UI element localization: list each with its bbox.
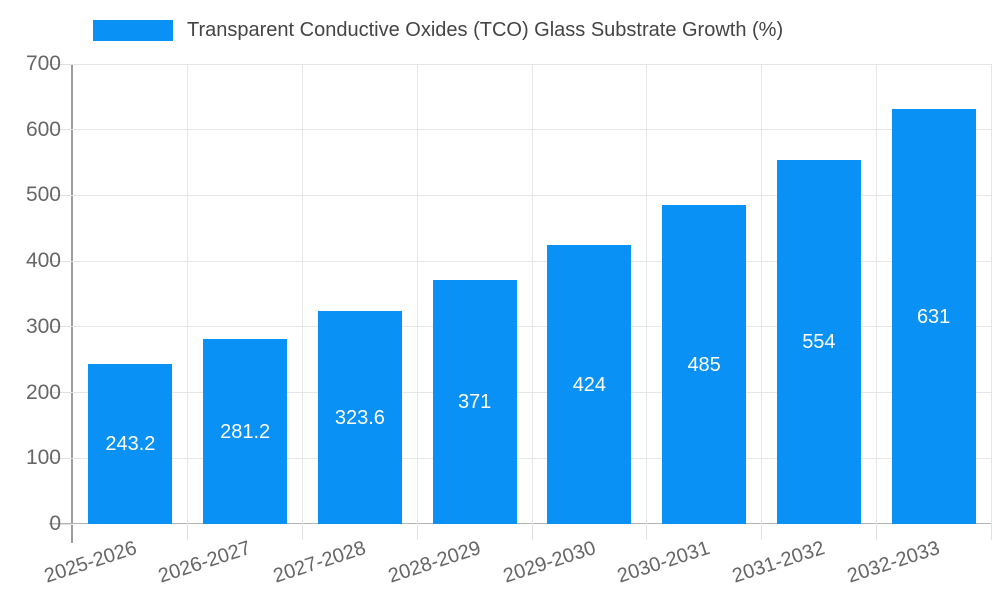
y-axis-tick-400 — [49, 260, 73, 262]
bar-2026-2027[interactable] — [203, 339, 288, 524]
x-axis-tick-6 — [761, 524, 762, 540]
bar-value-label-2031-2032: 554 — [802, 330, 836, 353]
x-axis-line — [49, 523, 991, 524]
bar-2032-2033[interactable] — [891, 109, 976, 524]
x-axis-label-2026-2027: 2026-2027 — [156, 537, 254, 588]
y-axis-label-100: 100 — [25, 446, 61, 470]
y-axis-tick-700 — [49, 63, 73, 65]
x-axis-tick-4 — [531, 524, 533, 540]
y-axis-tick-200 — [49, 392, 73, 394]
y-axis-label-300: 300 — [25, 314, 61, 338]
y-axis-tick-600 — [49, 129, 73, 131]
x-axis-label-2032-2033: 2032-2033 — [844, 537, 943, 588]
x-axis-tick-3 — [416, 524, 418, 540]
y-axis-tick-300 — [49, 326, 73, 328]
gridline-v-3 — [416, 64, 418, 524]
x-axis-label-2031-2032: 2031-2032 — [729, 537, 828, 588]
bar-2030-2031[interactable] — [662, 205, 747, 524]
x-axis-label-2028-2029: 2028-2029 — [385, 537, 484, 588]
x-axis-tick-1 — [187, 524, 189, 540]
x-axis-label-2029-2030: 2029-2030 — [500, 537, 599, 588]
gridline-v-6 — [761, 64, 762, 524]
gridline-v-2 — [302, 64, 303, 524]
plot-area: 243.2 281.2 323.6 371 424 485 554 631 — [73, 63, 992, 524]
gridline-v-8 — [990, 64, 992, 524]
y-axis-label-0: 0 — [49, 512, 61, 535]
y-axis-line — [71, 64, 73, 543]
y-axis-label-700: 700 — [25, 52, 61, 75]
bar-2029-2030[interactable] — [547, 245, 632, 524]
bar-value-label-2032-2033: 631 — [916, 305, 951, 328]
y-axis-label-500: 500 — [25, 183, 61, 207]
gridline-v-1 — [187, 64, 189, 524]
legend-swatch — [93, 19, 173, 41]
x-axis-label-2025-2026: 2025-2026 — [41, 537, 140, 588]
bar-value-label-2027-2028: 323.6 — [334, 406, 385, 429]
y-axis-tick-0 — [49, 523, 73, 525]
bar-value-label-2025-2026: 243.2 — [105, 433, 156, 456]
x-axis-tick-8 — [990, 524, 992, 540]
bar-2025-2026[interactable] — [88, 364, 173, 524]
y-axis-label-400: 400 — [25, 249, 61, 273]
x-axis-tick-2 — [302, 524, 303, 540]
x-axis-tick-5 — [646, 524, 648, 540]
legend-label: Transparent Conductive Oxides (TCO) Glas… — [187, 18, 784, 41]
y-axis-label-600: 600 — [25, 117, 61, 141]
bar-value-label-2029-2030: 424 — [572, 373, 607, 396]
bar-2028-2029[interactable] — [432, 280, 517, 524]
bar-2027-2028[interactable] — [317, 311, 402, 524]
gridline-v-5 — [646, 64, 648, 524]
gridline-v-4 — [531, 64, 533, 524]
x-axis-label-2030-2031: 2030-2031 — [615, 537, 713, 588]
gridline-v-7 — [875, 64, 877, 524]
y-axis-label-200: 200 — [25, 380, 61, 404]
bar-value-label-2028-2029: 371 — [457, 391, 492, 414]
bar-value-label-2030-2031: 485 — [687, 353, 721, 376]
x-axis-tick-7 — [875, 524, 877, 540]
legend[interactable]: Transparent Conductive Oxides (TCO) Glas… — [93, 17, 783, 43]
y-axis-tick-100 — [49, 457, 73, 459]
y-axis-tick-500 — [49, 194, 73, 196]
bar-2031-2032[interactable] — [776, 159, 861, 524]
bar-value-label-2026-2027: 281.2 — [220, 420, 271, 443]
x-axis-label-2027-2028: 2027-2028 — [270, 537, 369, 588]
